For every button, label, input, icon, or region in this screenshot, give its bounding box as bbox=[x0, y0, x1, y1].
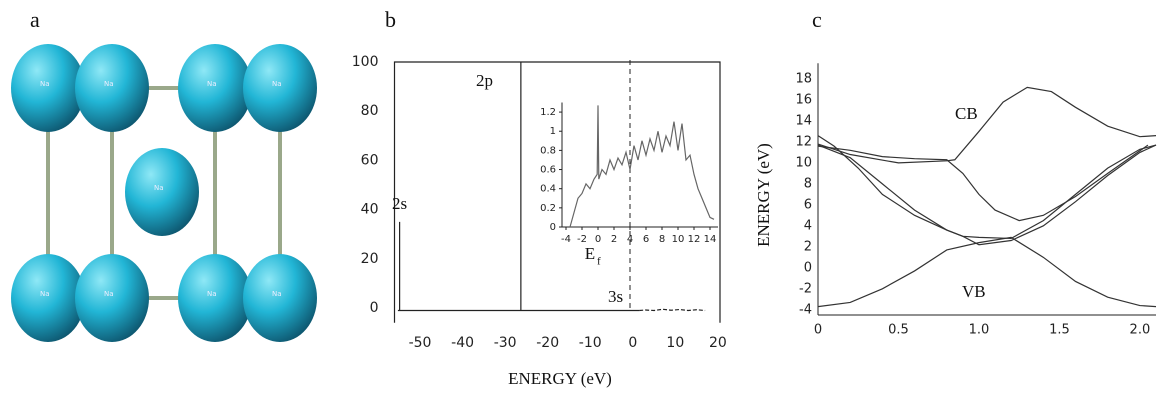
annotation: 2p bbox=[476, 71, 493, 90]
panel-label: c bbox=[812, 7, 822, 32]
plot-frame bbox=[393, 61, 721, 323]
y-tick-label: 0 bbox=[550, 222, 556, 233]
y-tick-label: 0.2 bbox=[540, 203, 556, 214]
y-tick-label: 1 bbox=[550, 126, 556, 137]
y-tick-label: 10 bbox=[795, 155, 812, 170]
y-tick-label: 16 bbox=[795, 92, 812, 107]
y-tick-label: -2 bbox=[799, 281, 812, 296]
atom bbox=[11, 254, 85, 342]
x-tick-label: -50 bbox=[409, 335, 432, 351]
atom bbox=[243, 44, 317, 132]
atom bbox=[125, 148, 199, 236]
atom bbox=[243, 254, 317, 342]
annotation: 2s bbox=[392, 194, 407, 213]
x-tick-label: -40 bbox=[451, 335, 474, 351]
atom-label: Na bbox=[104, 290, 114, 298]
annotation: 3s bbox=[608, 287, 623, 306]
y-tick-label: 12 bbox=[795, 134, 812, 149]
y-tick-label: -4 bbox=[799, 302, 812, 317]
y-tick-label: 0.6 bbox=[540, 165, 556, 176]
y-tick-label: 0 bbox=[804, 260, 812, 275]
x-tick-label: 0.5 bbox=[888, 323, 909, 338]
x-tick-label: 8 bbox=[659, 234, 665, 245]
x-tick-label: 6 bbox=[643, 234, 649, 245]
atoms: Na Na Na Na Na Na Na Na Na bbox=[11, 44, 317, 342]
y-tick-label: 1.2 bbox=[540, 107, 556, 118]
x-tick-label: 0 bbox=[814, 323, 822, 338]
x-tick-label: 4 bbox=[627, 234, 633, 245]
y-tick-label: 0.4 bbox=[540, 184, 556, 195]
y-tick-label: 14 bbox=[795, 113, 812, 128]
x-tick-label: -2 bbox=[577, 234, 587, 245]
atom-label: Na bbox=[154, 184, 164, 192]
annotation: VB bbox=[962, 282, 986, 301]
atom-label: Na bbox=[104, 80, 114, 88]
x-axis-label: E bbox=[585, 244, 595, 263]
chart: -4 -2 0 2 4 6 8 10 12 14 16 18 0 0.5 1.0 1.5 2.0 ENERGY (… bbox=[754, 63, 1157, 338]
y-tick-label: 0.8 bbox=[540, 145, 556, 156]
x-tick-label: 14 bbox=[704, 234, 717, 245]
y-tick-label: 100 bbox=[352, 54, 379, 70]
x-tick-label: 20 bbox=[709, 335, 727, 351]
y-tick-label: 4 bbox=[804, 218, 812, 233]
atom-label: Na bbox=[207, 80, 217, 88]
data-line bbox=[817, 144, 1149, 222]
y-tick-label: 0 bbox=[370, 300, 379, 316]
atom-label: Na bbox=[40, 290, 50, 298]
x-tick-label: -4 bbox=[561, 234, 571, 245]
x-tick-label: 1.5 bbox=[1049, 323, 1070, 338]
y-tick-label: 80 bbox=[361, 103, 379, 119]
data-line bbox=[817, 86, 1157, 164]
y-tick-label: 8 bbox=[804, 176, 812, 191]
x-tick-label: 2.0 bbox=[1130, 323, 1151, 338]
atom-label: Na bbox=[207, 290, 217, 298]
x-tick-label: -30 bbox=[494, 335, 517, 351]
x-tick-label: 12 bbox=[688, 234, 701, 245]
y-tick-label: 18 bbox=[795, 71, 812, 86]
y-tick-label: 2 bbox=[804, 239, 812, 254]
panel-label: b bbox=[385, 7, 396, 32]
data-line bbox=[817, 135, 1157, 246]
x-tick-label: 0 bbox=[595, 234, 601, 245]
atom bbox=[75, 254, 149, 342]
data-line bbox=[817, 144, 1157, 240]
y-tick-label: 40 bbox=[361, 202, 379, 218]
chart: 00.20.40.60.811.2-4 -2 0 2 4 6 8 10 12 14E f bbox=[540, 60, 718, 312]
x-tick-label: 10 bbox=[672, 234, 685, 245]
x-axis-label-subscript: f bbox=[597, 256, 601, 268]
atom-label: Na bbox=[40, 80, 50, 88]
x-tick-label: 10 bbox=[666, 335, 684, 351]
atom bbox=[11, 44, 85, 132]
data-line bbox=[397, 62, 640, 312]
panel-label: a bbox=[30, 7, 40, 32]
x-tick-label: 1.0 bbox=[969, 323, 990, 338]
atom-label: Na bbox=[272, 80, 282, 88]
atom bbox=[178, 254, 252, 342]
y-tick-label: 60 bbox=[361, 152, 379, 168]
atom bbox=[75, 44, 149, 132]
y-tick-label: 20 bbox=[361, 251, 379, 267]
data-line bbox=[639, 308, 706, 312]
x-tick-label: -20 bbox=[536, 335, 559, 351]
annotation: CB bbox=[955, 104, 978, 123]
y-axis-label: ENERGY (eV) bbox=[754, 143, 773, 247]
data-line bbox=[817, 236, 1157, 308]
x-tick-label: 0 bbox=[628, 335, 637, 351]
data-line bbox=[569, 105, 715, 228]
atom bbox=[178, 44, 252, 132]
x-axis-label: ENERGY (eV) bbox=[508, 369, 612, 388]
x-tick-label: 2 bbox=[611, 234, 617, 245]
x-tick-label: -10 bbox=[579, 335, 602, 351]
y-tick-label: 6 bbox=[804, 197, 812, 212]
atom-label: Na bbox=[272, 290, 282, 298]
